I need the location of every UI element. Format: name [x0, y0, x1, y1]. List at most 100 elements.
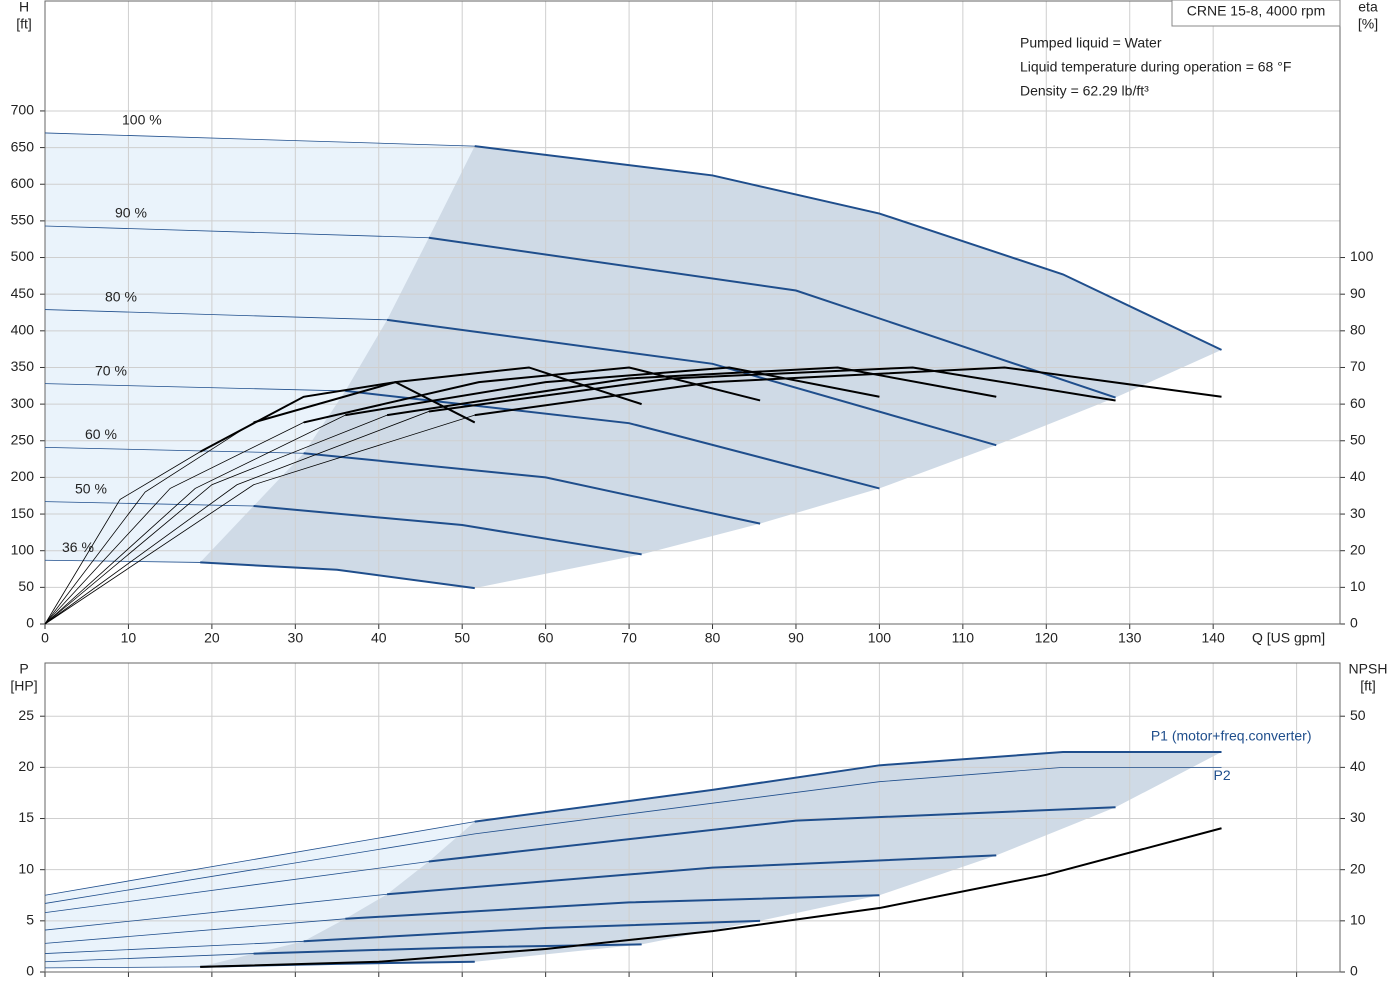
speed-label: 50 % [75, 480, 107, 496]
series-label: P2 [1214, 767, 1231, 783]
y2-tick-label: 40 [1350, 758, 1366, 774]
x-tick-label: 40 [371, 630, 387, 646]
y-tick-label: 400 [11, 322, 35, 338]
y-tick-label: 350 [11, 358, 35, 374]
y-tick-label: 150 [11, 505, 35, 521]
x-tick-label: 60 [538, 630, 554, 646]
y-tick-label: 10 [18, 860, 34, 876]
x-axis-label: Q [US gpm] [1252, 630, 1325, 646]
curve [345, 366, 880, 417]
x-tick-label: 90 [788, 630, 804, 646]
speed-label: 100 % [122, 112, 162, 128]
y-tick-label: 5 [26, 912, 34, 928]
curve [428, 236, 1116, 399]
curve [428, 366, 1116, 413]
y2-tick-label: 20 [1350, 860, 1366, 876]
y-tick-label: 20 [18, 758, 34, 774]
y-tick-label: 550 [11, 212, 35, 228]
y2-tick-label: 80 [1350, 322, 1366, 338]
y2-tick-label: 50 [1350, 431, 1366, 447]
y-tick-label: 700 [11, 102, 35, 118]
plot-frame [44, 0, 1341, 625]
plot-frame [44, 662, 1341, 973]
y-axis-unit: [ft] [16, 16, 32, 32]
y2-tick-label: 20 [1350, 541, 1366, 557]
y-axis-unit: [HP] [10, 678, 37, 694]
y2-tick-label: 10 [1350, 912, 1366, 928]
y-axis-label: H [19, 0, 29, 15]
y-tick-label: 0 [26, 963, 34, 979]
y-tick-label: 450 [11, 285, 35, 301]
speed-label: 70 % [95, 362, 127, 378]
curve [428, 806, 1116, 863]
y-axis-label: P [19, 661, 28, 677]
x-tick-label: 110 [952, 630, 975, 646]
curve [200, 827, 1222, 968]
y2-tick-label: 30 [1350, 505, 1366, 521]
y2-tick-label: 0 [1350, 963, 1358, 979]
y2-tick-label: 40 [1350, 468, 1366, 484]
curve-thin [44, 766, 1222, 904]
series-label: P1 (motor+freq.converter) [1151, 728, 1312, 744]
y2-tick-label: 70 [1350, 358, 1366, 374]
y2-tick-label: 90 [1350, 285, 1366, 301]
speed-label: 36 % [62, 539, 94, 555]
y-tick-label: 600 [11, 175, 35, 191]
curve [474, 145, 1222, 351]
y-tick-label: 0 [26, 615, 34, 631]
x-tick-label: 30 [288, 630, 304, 646]
note: Pumped liquid = Water [1020, 35, 1162, 51]
curve [200, 561, 475, 590]
speed-label: 60 % [85, 426, 117, 442]
y-tick-label: 100 [11, 541, 35, 557]
x-tick-label: 100 [868, 630, 892, 646]
y-tick-label: 650 [11, 138, 35, 154]
y2-axis-label: NPSH [1349, 661, 1388, 677]
chart-title: CRNE 15-8, 4000 rpm [1187, 3, 1326, 19]
speed-label: 80 % [105, 288, 137, 304]
y2-tick-label: 50 [1350, 707, 1366, 723]
y-tick-label: 200 [11, 468, 35, 484]
y2-tick-label: 10 [1350, 578, 1366, 594]
curve [253, 505, 642, 556]
y2-tick-label: 30 [1350, 809, 1366, 825]
speed-label: 90 % [115, 205, 147, 221]
curve [386, 318, 997, 447]
y2-tick-label: 100 [1350, 248, 1374, 264]
curve [386, 366, 997, 417]
x-tick-label: 70 [621, 630, 637, 646]
title-box [1171, 0, 1341, 27]
x-tick-label: 0 [41, 630, 49, 646]
x-tick-label: 120 [1035, 630, 1059, 646]
curve [474, 751, 1222, 823]
curve [387, 854, 997, 896]
y2-axis-label: eta [1358, 0, 1378, 15]
y2-tick-label: 60 [1350, 395, 1366, 411]
curve [474, 366, 1222, 417]
note: Density = 62.29 lb/ft³ [1020, 83, 1149, 99]
y-tick-label: 250 [11, 431, 35, 447]
curve [303, 919, 761, 943]
curve [199, 381, 476, 453]
curve [253, 366, 642, 424]
y-tick-label: 15 [18, 809, 34, 825]
curve [345, 389, 880, 490]
x-tick-label: 80 [705, 630, 721, 646]
note: Liquid temperature during operation = 68… [1020, 59, 1291, 75]
y-tick-label: 25 [18, 707, 34, 723]
x-tick-label: 130 [1118, 630, 1142, 646]
x-tick-label: 10 [121, 630, 137, 646]
y-tick-label: 500 [11, 248, 35, 264]
curve [303, 452, 761, 525]
x-tick-label: 20 [204, 630, 220, 646]
y-tick-label: 300 [11, 395, 35, 411]
y-tick-label: 50 [18, 578, 34, 594]
y2-axis-unit: [%] [1358, 16, 1378, 32]
y2-axis-unit: [ft] [1360, 678, 1376, 694]
x-tick-label: 50 [454, 630, 470, 646]
x-tick-label: 140 [1201, 630, 1225, 646]
curve [345, 894, 880, 920]
y2-tick-label: 0 [1350, 615, 1358, 631]
